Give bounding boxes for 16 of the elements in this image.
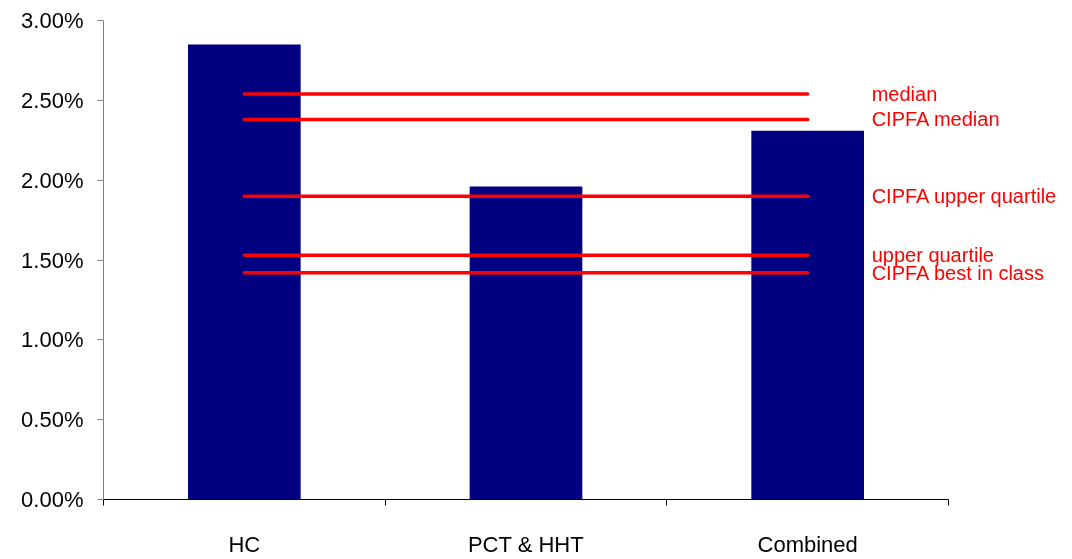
y-tick-label: 3.00% <box>21 8 84 33</box>
bar <box>751 130 864 500</box>
ref-line-label: median <box>871 82 938 105</box>
x-tick-label: Combined <box>757 531 858 557</box>
x-tick-label: PCT & HHT <box>467 531 584 557</box>
x-tick-label: HC <box>228 531 261 557</box>
ref-line-label: CIPFA upper quartile <box>871 185 1057 208</box>
y-tick-label: 1.50% <box>21 247 84 273</box>
ref-line-label: CIPFA median <box>871 108 1000 131</box>
bar <box>469 186 583 500</box>
y-tick-label: 2.00% <box>21 167 84 193</box>
bar <box>188 44 301 500</box>
y-tick-label: 0.50% <box>21 407 84 433</box>
y-tick-label: 0.00% <box>21 487 84 512</box>
y-tick-label: 2.50% <box>21 87 84 113</box>
y-tick-label: 1.00% <box>21 327 84 353</box>
